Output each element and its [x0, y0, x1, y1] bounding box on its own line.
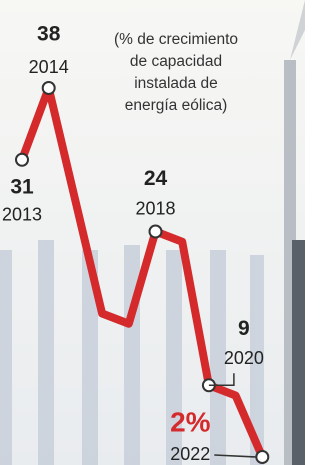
year-label: 2022 [170, 444, 210, 464]
chart: (% de crecimiento de capacidad instalada d… [0, 0, 305, 465]
value-label: 38 [37, 23, 61, 46]
annotation-line: de capacidad [130, 53, 222, 70]
annotation-line: instalada de [134, 75, 218, 92]
value-label: 2% [170, 406, 211, 437]
annotation-line: energía eólica) [125, 97, 228, 114]
point-marker [256, 451, 268, 463]
point-marker [150, 226, 162, 238]
point-marker [43, 82, 55, 94]
year-label: 2020 [224, 348, 264, 368]
year-label: 2014 [29, 57, 69, 77]
annotation-line: (% de crecimiento [114, 31, 238, 48]
point-marker [16, 154, 28, 166]
value-label: 31 [10, 175, 34, 198]
year-label: 2018 [135, 198, 175, 218]
value-label: 9 [238, 317, 250, 340]
value-label: 24 [144, 167, 168, 190]
year-label: 2013 [2, 205, 42, 225]
